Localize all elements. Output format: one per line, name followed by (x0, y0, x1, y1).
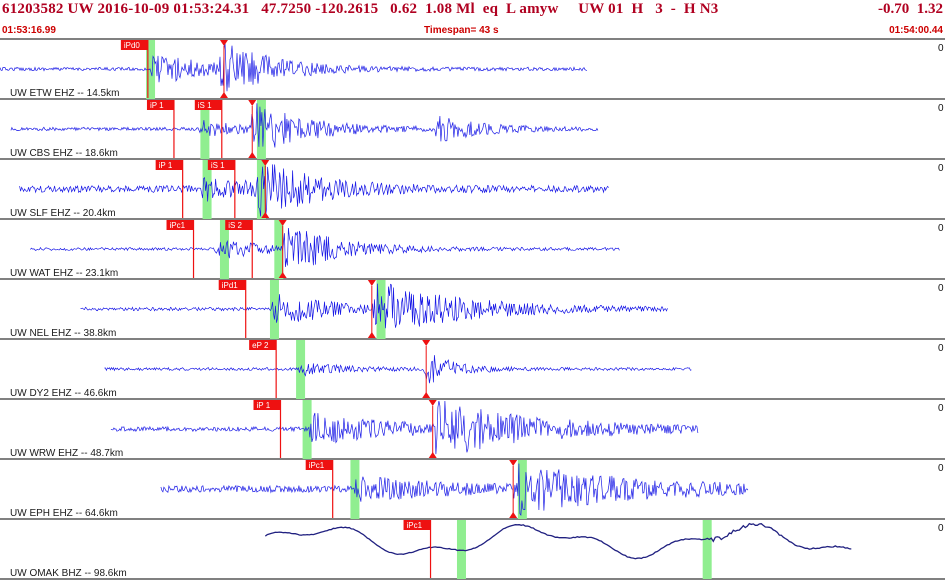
pick-marker-triangle-bottom[interactable] (367, 332, 376, 338)
pick-window-band (296, 340, 306, 399)
phase-pick-label: iPc1 (309, 461, 325, 470)
pick-marker-triangle-top[interactable] (219, 40, 228, 46)
event-header: 61203582 UW 2016-10-09 01:53:24.31 47.72… (2, 1, 719, 17)
pick-marker-triangle-top[interactable] (367, 280, 376, 286)
pick-marker-triangle-top[interactable] (261, 160, 270, 166)
station-label: UW SLF EHZ -- 20.4km (10, 208, 116, 219)
phase-pick-box[interactable] (146, 100, 174, 110)
phase-pick-label: iS 1 (198, 101, 212, 110)
phase-pick-box[interactable] (207, 160, 235, 170)
trace-gain-value: 0 (938, 163, 944, 174)
pick-window-band (302, 400, 312, 459)
start-time: 01:53:16.99 (2, 25, 56, 36)
trace-gain-value: 0 (938, 283, 944, 294)
station-label: UW CBS EHZ -- 18.6km (10, 148, 118, 159)
pick-marker-triangle-top[interactable] (428, 400, 437, 406)
trace-gain-value: 0 (938, 403, 944, 414)
phase-pick-box[interactable] (120, 40, 148, 50)
pick-marker-triangle-bottom[interactable] (278, 272, 287, 278)
phase-pick-label: iP 1 (257, 401, 271, 410)
pick-window-band (702, 520, 712, 579)
pick-window-band (517, 460, 527, 519)
pick-marker-triangle-bottom[interactable] (509, 512, 518, 518)
pick-marker-triangle-top[interactable] (509, 460, 518, 466)
pick-window-band (274, 220, 284, 279)
phase-pick-box[interactable] (155, 160, 183, 170)
phase-pick-label: iP 1 (159, 161, 173, 170)
phase-pick-label: iPc1 (407, 521, 423, 530)
phase-pick-label: eP 2 (252, 341, 269, 350)
station-label: UW WAT EHZ -- 23.1km (10, 268, 118, 279)
trace-gain-value: 0 (938, 103, 944, 114)
header-right-value: -0.70 1.32 (878, 1, 943, 17)
waveform-trace[interactable] (10, 103, 599, 148)
station-label: UW OMAK BHZ -- 98.6km (10, 568, 127, 579)
phase-pick-box[interactable] (194, 100, 222, 110)
waveform-trace[interactable] (160, 463, 749, 516)
pick-marker-triangle-bottom[interactable] (219, 92, 228, 98)
phase-pick-label: iP 1 (150, 101, 164, 110)
waveform-trace[interactable] (264, 522, 852, 560)
trace-gain-value: 0 (938, 43, 944, 54)
phase-pick-box[interactable] (305, 460, 333, 470)
station-label: UW WRW EHZ -- 48.7km (10, 448, 123, 459)
trace-gain-value: 0 (938, 343, 944, 354)
pick-marker-triangle-bottom[interactable] (422, 392, 431, 398)
phase-pick-label: iS 1 (211, 161, 225, 170)
waveform-trace[interactable] (0, 40, 588, 92)
phase-pick-box[interactable] (403, 520, 431, 530)
pick-marker-triangle-top[interactable] (248, 100, 257, 106)
pick-marker-triangle-top[interactable] (278, 220, 287, 226)
trace-gain-value: 0 (938, 463, 944, 474)
pick-window-band (269, 280, 279, 339)
pick-window-band (256, 100, 266, 159)
pick-window-band (456, 520, 466, 579)
phase-pick-label: iS 2 (228, 221, 242, 230)
phase-pick-label: iPc1 (170, 221, 186, 230)
waveform-trace[interactable] (80, 283, 668, 329)
pick-marker-triangle-bottom[interactable] (428, 452, 437, 458)
phase-pick-label: iPd0 (124, 41, 141, 50)
waveform-trace[interactable] (30, 227, 620, 268)
timespan-label: Timespan= 43 s (424, 25, 499, 36)
phase-pick-label: iPd1 (222, 281, 239, 290)
station-label: UW EPH EHZ -- 64.6km (10, 508, 118, 519)
phase-pick-box[interactable] (218, 280, 246, 290)
station-label: UW NEL EHZ -- 38.8km (10, 328, 116, 339)
waveform-trace[interactable] (19, 164, 609, 217)
pick-marker-triangle-top[interactable] (422, 340, 431, 346)
trace-gain-value: 0 (938, 523, 944, 534)
trace-gain-value: 0 (938, 223, 944, 234)
end-time: 01:54:00.44 (889, 25, 943, 36)
station-label: UW DY2 EHZ -- 46.6km (10, 388, 117, 399)
pick-marker-triangle-bottom[interactable] (261, 212, 270, 218)
waveform-trace[interactable] (104, 355, 692, 384)
phase-pick-box[interactable] (166, 220, 194, 230)
pick-marker-triangle-bottom[interactable] (248, 152, 257, 158)
waveform-trace[interactable] (110, 400, 699, 455)
phase-pick-box[interactable] (225, 220, 253, 230)
station-label: UW ETW EHZ -- 14.5km (10, 88, 119, 99)
phase-pick-box[interactable] (249, 340, 277, 350)
phase-pick-box[interactable] (253, 400, 281, 410)
pick-window-band (219, 220, 229, 279)
